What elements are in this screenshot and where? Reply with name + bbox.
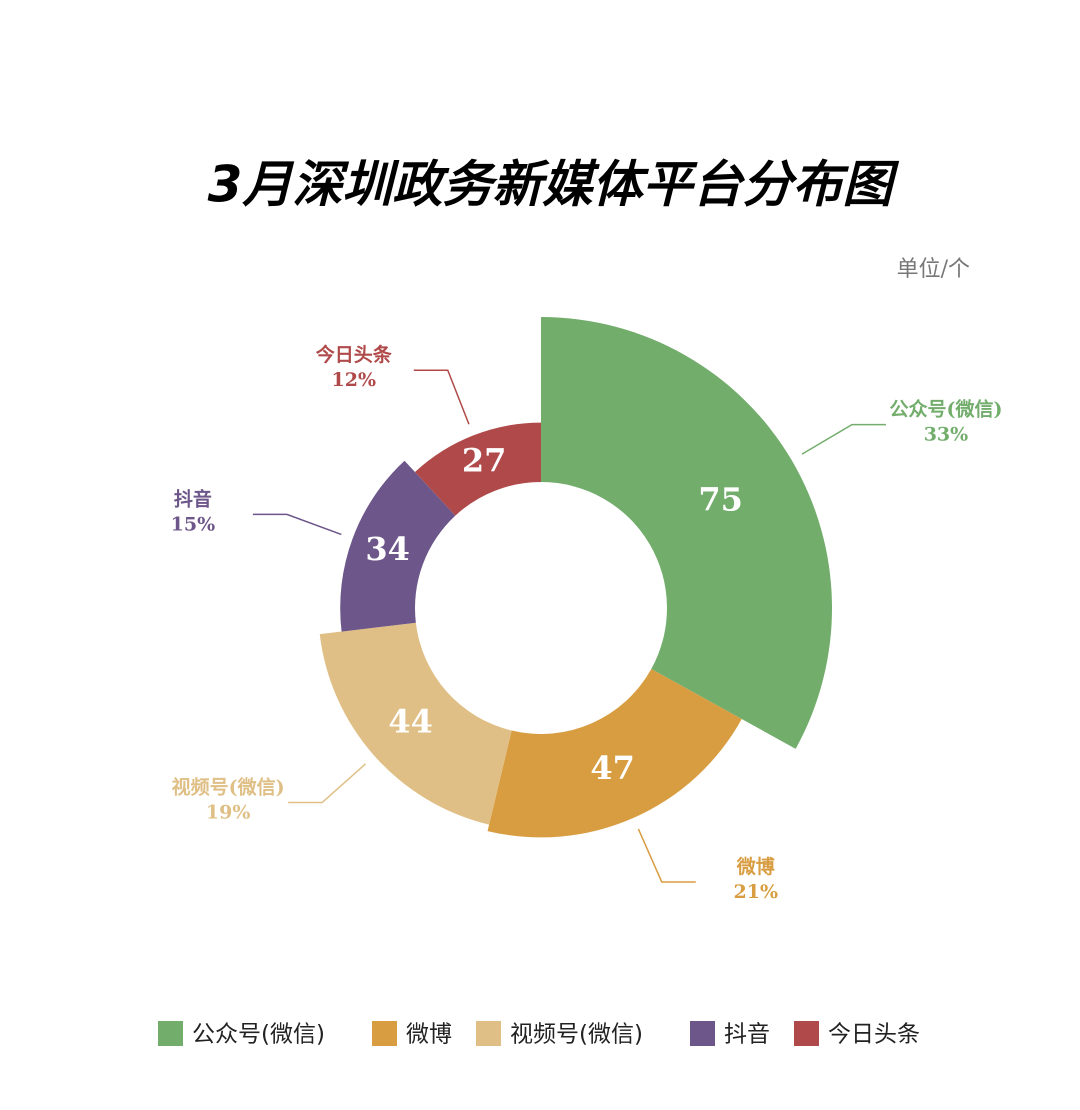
slice-percent: 33% [924,424,969,446]
slice-name: 公众号(微信) [889,398,1002,421]
callout-line [637,828,696,883]
callout-line [413,369,470,425]
legend-swatch [794,1021,819,1046]
value-label: 27 [462,442,507,480]
rose-sector [340,460,456,632]
slice-percent: 21% [734,881,779,903]
callout-line [801,423,886,455]
legend-label: 视频号(微信) [510,1022,643,1048]
slice-percent: 12% [332,369,377,391]
legend-label: 公众号(微信) [192,1022,325,1048]
slice-name: 今日头条 [315,343,393,366]
value-label: 75 [698,481,743,519]
callout-line [288,763,366,804]
slice-name: 抖音 [174,487,212,510]
legend-swatch [690,1021,715,1046]
value-label: 47 [590,749,635,787]
legend-swatch [372,1021,397,1046]
slice-percent: 15% [171,513,216,535]
legend-label: 微博 [406,1022,452,1048]
value-label: 44 [388,702,433,740]
legend-label: 今日头条 [828,1022,920,1048]
slice-percent: 19% [206,802,251,824]
legend-swatch [158,1021,183,1046]
callout-line [252,513,342,536]
rose-sector [487,668,742,838]
slice-name: 视频号(微信) [172,776,285,799]
rose-sector [319,622,512,825]
chart-title: 3月深圳政务新媒体平台分布图 [208,156,900,214]
legend-swatch [476,1021,501,1046]
unit-label: 单位/个 [897,257,970,282]
rose-sector [414,422,541,516]
value-label: 34 [365,530,410,568]
legend-label: 抖音 [724,1022,770,1048]
slice-name: 微博 [736,855,775,878]
rose-sector [541,317,833,749]
